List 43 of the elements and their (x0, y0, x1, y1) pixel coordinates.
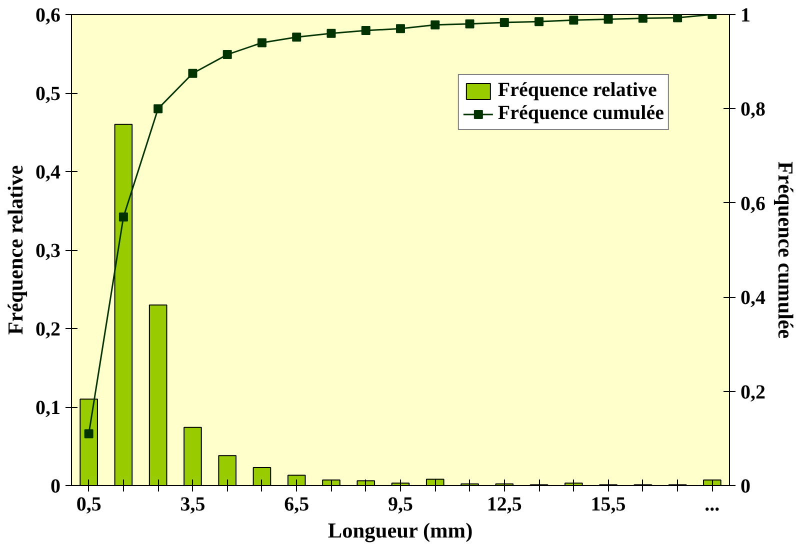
point (673, 14, 682, 22)
point (569, 16, 578, 25)
point (118, 212, 128, 222)
point (361, 26, 370, 36)
point (326, 28, 336, 38)
x-tick-label: 0,5 (76, 494, 102, 516)
y2-axis-title: Fréquence cumulée (774, 161, 798, 339)
y2-tick-label: 0,2 (740, 381, 766, 404)
y-tick-label: 0,5 (36, 83, 60, 105)
legend-label: Fréquence relative (498, 79, 657, 102)
y-axis-title: Fréquence relative (4, 165, 28, 335)
y-tick-label: 0,1 (36, 397, 60, 419)
x-tick-label: 15,5 (590, 494, 626, 516)
y2-tick-label: 0,6 (740, 192, 766, 215)
point (638, 14, 648, 23)
x-tick-label: 6,5 (284, 494, 310, 516)
point (396, 24, 405, 34)
y-tick-label: 0,4 (36, 162, 60, 184)
legend-label: Fréquence cumulée (498, 102, 664, 125)
point (188, 68, 198, 78)
y2-tick-label: 0,4 (740, 287, 766, 310)
point (465, 19, 474, 28)
y2-tick-label: 0 (740, 476, 750, 498)
y-tick-label: 0,6 (36, 4, 60, 26)
x-tick-label: ... (704, 494, 720, 516)
y2-tick-label: 0,8 (740, 98, 766, 121)
x-tick-label: 3,5 (180, 494, 206, 516)
point (604, 14, 613, 24)
y-tick-label: 0,3 (36, 240, 60, 262)
point (257, 38, 266, 48)
point (500, 18, 509, 28)
y-tick-label: 0,2 (36, 318, 60, 340)
point (430, 20, 440, 30)
point (84, 429, 94, 438)
point (534, 17, 544, 26)
x-axis-title: Longueur (mm) (328, 518, 473, 542)
point (222, 50, 232, 60)
x-tick-label: 12,5 (486, 494, 522, 516)
point (292, 32, 302, 42)
point (154, 104, 163, 114)
y-tick-label: 0 (50, 476, 60, 498)
x-tick-label: 9,5 (388, 494, 413, 516)
y2-tick-label: 1 (740, 4, 750, 26)
